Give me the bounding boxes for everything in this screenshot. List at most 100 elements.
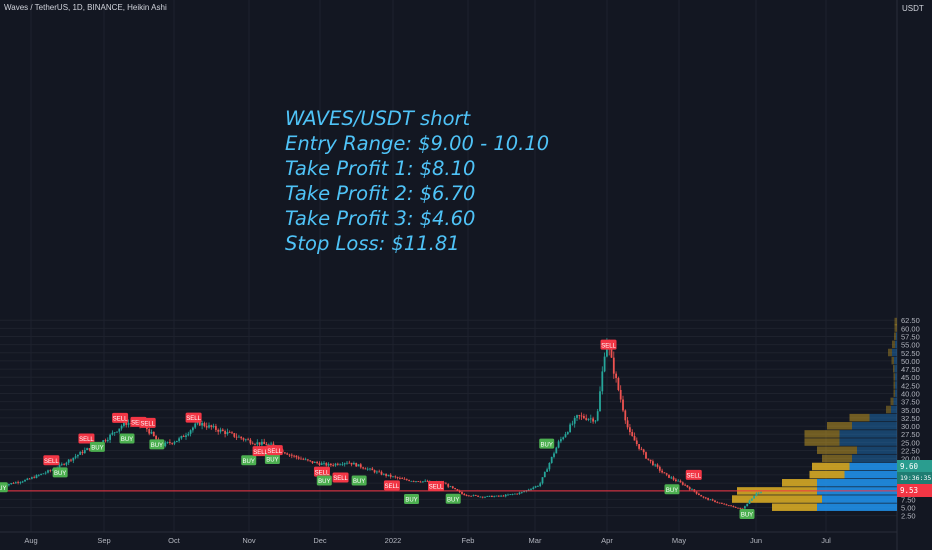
buy-signal-label[interactable]: BUY — [0, 482, 8, 493]
candle-body — [656, 464, 659, 467]
sell-signal-label[interactable]: SELL — [332, 472, 349, 483]
candle-body — [725, 504, 728, 506]
candle-body — [684, 484, 686, 486]
candle-body — [290, 454, 293, 456]
volume-profile-bar-up — [772, 503, 817, 511]
volume-profile-bar-up — [893, 373, 895, 381]
candle-body — [507, 494, 509, 496]
candle-body — [313, 462, 316, 463]
signal-label-box — [664, 484, 680, 495]
buy-signal-label[interactable]: BUY — [539, 438, 555, 449]
candle-body — [215, 426, 217, 430]
candle-body — [757, 492, 760, 494]
buy-signal-label[interactable]: BUY — [316, 475, 332, 486]
candle-body — [334, 463, 337, 466]
sell-signal-label[interactable]: SELL — [600, 339, 617, 350]
candle-body — [640, 448, 643, 450]
candle-body — [560, 439, 562, 442]
candle-body — [592, 418, 594, 422]
candle-body — [424, 480, 427, 482]
candle-body — [665, 473, 668, 475]
candle-body — [111, 432, 114, 435]
candle-body — [491, 495, 493, 498]
candle-body — [394, 476, 397, 478]
sell-signal-label[interactable]: SELL — [112, 412, 129, 423]
candle-body — [175, 440, 178, 443]
candle-body — [527, 489, 530, 491]
candle-body — [557, 441, 560, 448]
candle-body — [596, 411, 599, 421]
candle-body — [208, 425, 210, 428]
candle-body — [626, 420, 629, 428]
volume-profile-bar-up — [893, 389, 895, 397]
sell-signal-label[interactable]: SELL — [43, 455, 60, 466]
buy-signal-label[interactable]: BUY — [264, 453, 280, 464]
candle-body — [185, 435, 187, 437]
buy-signal-label[interactable]: BUY — [149, 439, 165, 450]
scale-currency-label: USDT — [902, 4, 924, 13]
buy-signal-label[interactable]: BUY — [89, 441, 105, 452]
buy-signal-label[interactable]: BUY — [241, 455, 257, 466]
sell-signal-label[interactable]: SELL — [313, 466, 330, 477]
sell-signal-label[interactable]: SELL — [428, 481, 445, 492]
sell-signal-label[interactable]: SELL — [185, 412, 202, 423]
time-axis-label: Feb — [462, 536, 475, 545]
candle-body — [670, 477, 673, 479]
volume-profile-bar-down — [839, 430, 897, 438]
buy-signal-label[interactable]: BUY — [52, 467, 68, 478]
annotation-line: Take Profit 2: $6.70 — [285, 182, 476, 205]
candle-body — [741, 508, 744, 510]
buy-signal-label[interactable]: BUY — [664, 484, 680, 495]
secondary-price-tag: 9.53 — [897, 484, 932, 497]
candle-body — [10, 483, 13, 485]
volume-profile-bar-down — [817, 479, 897, 487]
candle-body — [546, 469, 548, 472]
candle-body — [649, 459, 652, 462]
candle-body — [187, 433, 190, 436]
price-tick-label: 35.00 — [901, 406, 920, 415]
sell-signal-label[interactable]: SELL — [78, 433, 95, 444]
buy-signal-label[interactable]: BUY — [119, 433, 135, 444]
sell-signal-label[interactable]: SELL — [685, 469, 702, 480]
candle-body — [408, 480, 410, 481]
candle-body — [373, 470, 376, 473]
candle-body — [449, 486, 452, 488]
candle-body — [267, 444, 270, 446]
buy-signal-label[interactable]: BUY — [739, 509, 755, 520]
sell-signal-label[interactable]: SELL — [139, 417, 156, 428]
volume-profile-bar-up — [812, 462, 850, 471]
candle-body — [118, 428, 121, 432]
sell-signal-label[interactable]: SELL — [383, 480, 400, 491]
volume-profile-bar-up — [888, 348, 892, 357]
buy-signal-label[interactable]: BUY — [404, 494, 420, 505]
candle-body — [378, 471, 381, 473]
sell-signal-label[interactable]: SELL — [266, 445, 283, 456]
sell-signal-label[interactable]: SELL — [252, 446, 269, 457]
volume-profile-bar-down — [892, 348, 897, 357]
candle-body — [723, 503, 726, 505]
trade-annotation[interactable]: WAVES/USDT short Entry Range: $9.00 - 10… — [285, 106, 549, 256]
annotation-line: Stop Loss: $11.81 — [285, 232, 460, 255]
candle-body — [74, 456, 77, 458]
annotation-line: Take Profit 3: $4.60 — [285, 207, 476, 230]
candle-body — [698, 493, 700, 496]
candle-body — [109, 434, 111, 440]
candle-body — [622, 399, 624, 411]
candle-body — [633, 435, 636, 441]
countdown-tag: 19:36:35 — [897, 472, 932, 485]
candle-body — [77, 454, 79, 457]
buy-signal-label[interactable]: BUY — [445, 493, 461, 504]
candle-body — [734, 507, 737, 508]
signal-label-box — [539, 438, 555, 449]
signal-label-box — [600, 339, 617, 350]
price-tick-label: 5.00 — [901, 504, 916, 513]
buy-signal-label[interactable]: BUY — [351, 475, 367, 486]
volume-profile-bar-up — [893, 365, 895, 373]
signal-label-box — [428, 481, 445, 492]
candle-body — [663, 472, 666, 474]
symbol-title[interactable]: Waves / TetherUS, 1D, BINANCE, Heikin As… — [4, 3, 167, 12]
candle-body — [33, 477, 36, 479]
candle-body — [580, 415, 583, 417]
volume-profile-bar-up — [817, 446, 857, 454]
